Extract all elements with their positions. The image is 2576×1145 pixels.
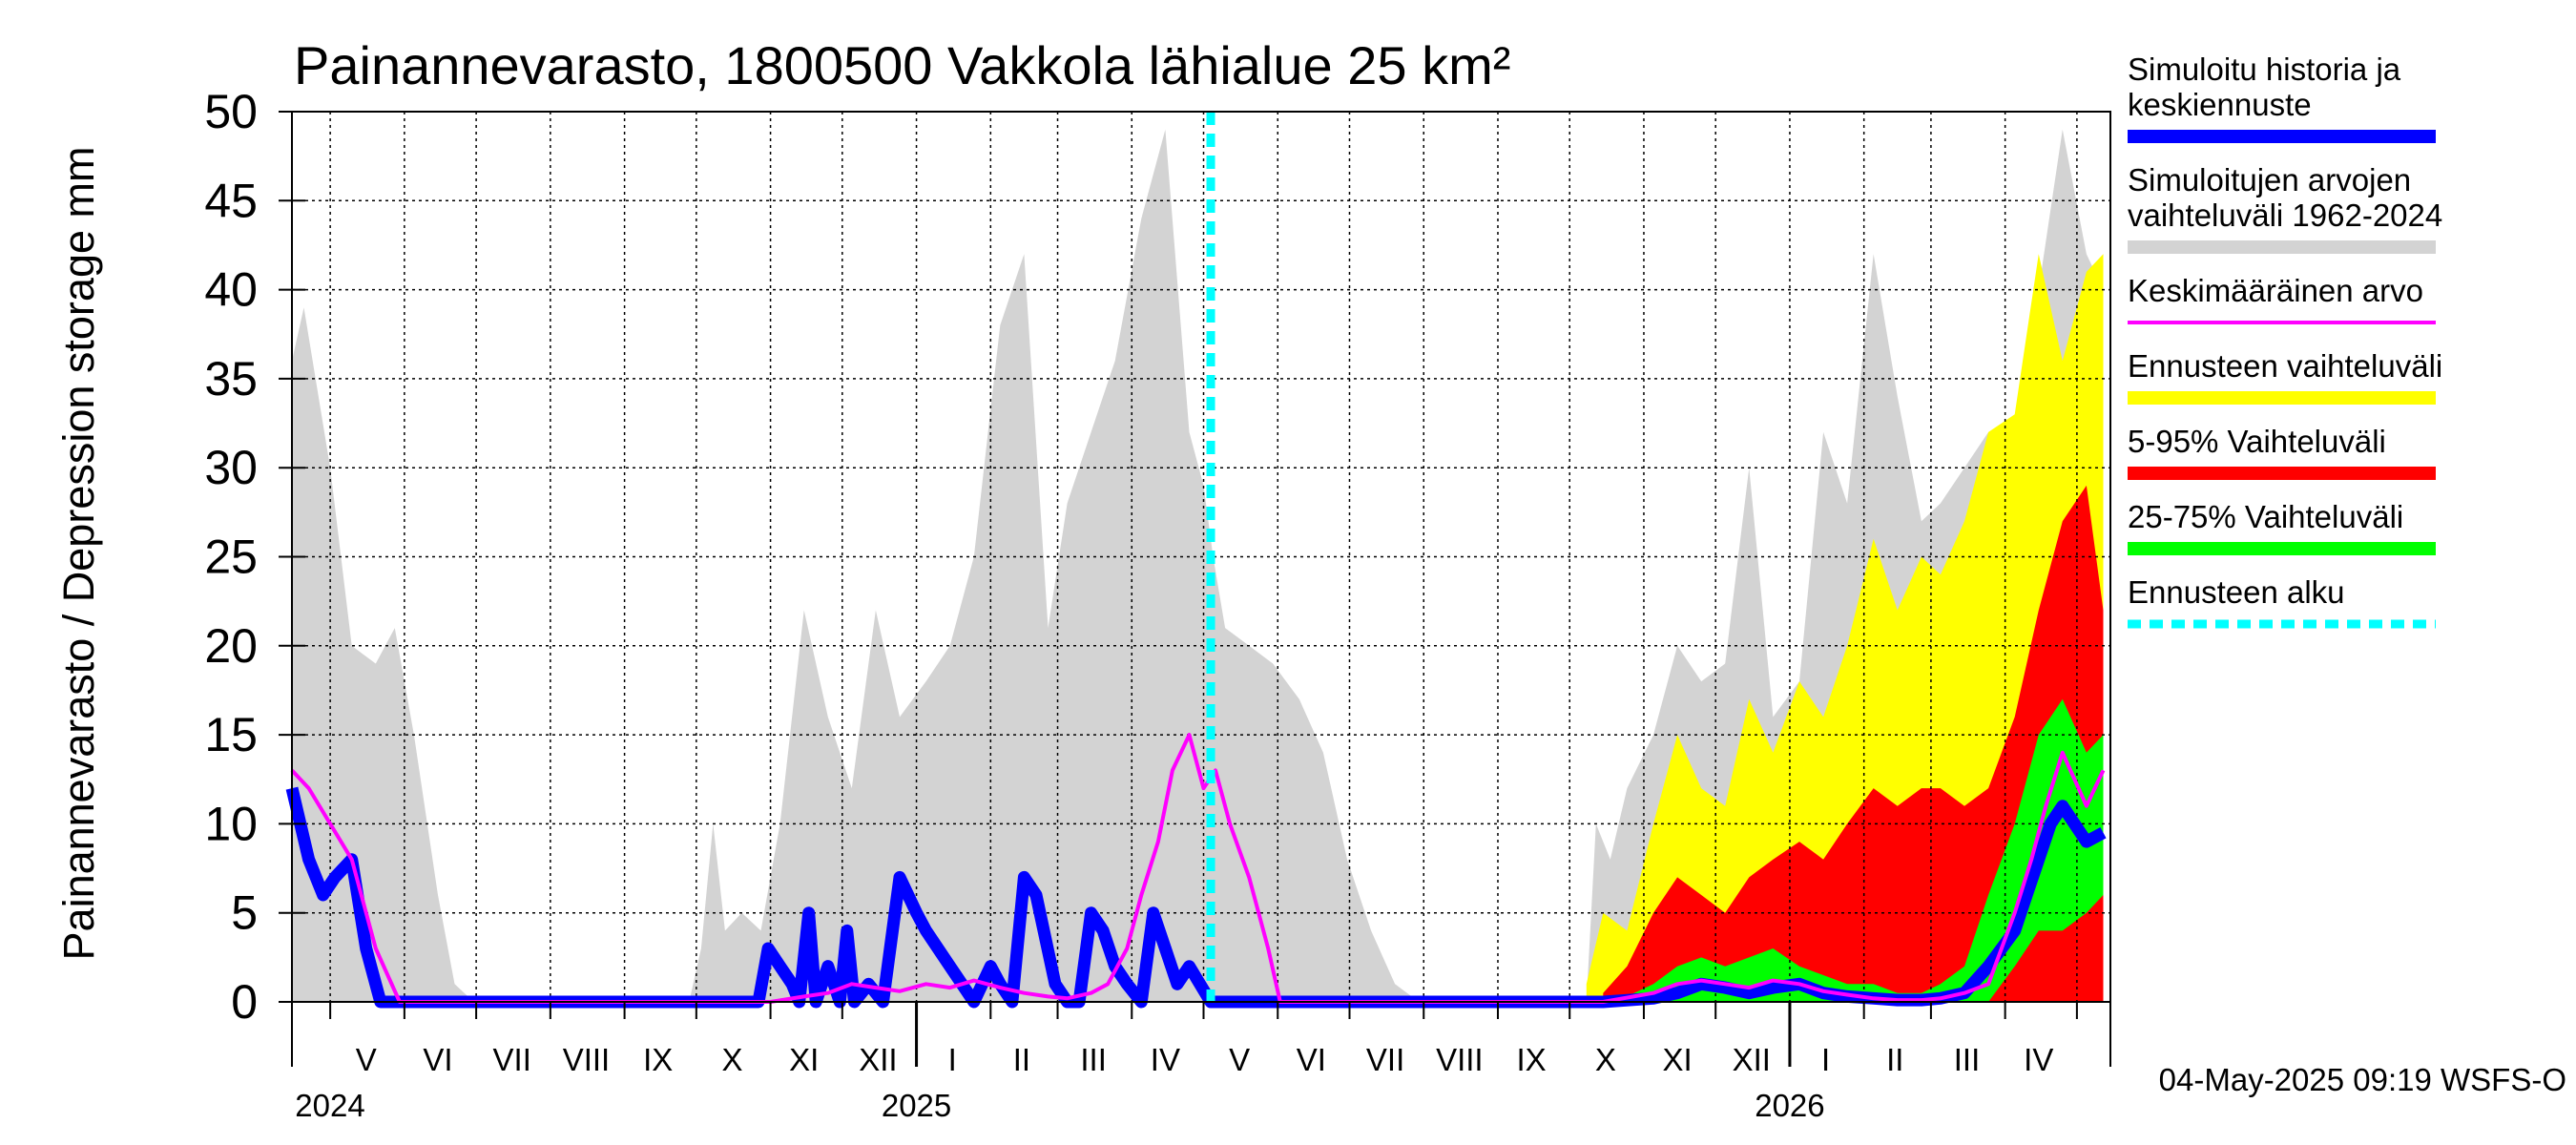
month-label: XII: [859, 1042, 897, 1077]
month-label: VIII: [563, 1042, 611, 1077]
month-label: IV: [1151, 1042, 1180, 1077]
y-axis-label: Painannevarasto / Depression storage mm: [54, 147, 103, 961]
legend-label: Keskimääräinen arvo: [2128, 273, 2423, 308]
year-label: 2024: [295, 1088, 364, 1123]
legend-label: vaihteluväli 1962-2024: [2128, 198, 2442, 233]
band-simuloitujen-arvojen-vaihteluvali-1962-2024: [292, 129, 2104, 1002]
legend-label: Ennusteen alku: [2128, 574, 2345, 610]
y-tick-label: 15: [204, 708, 258, 761]
chart-bands: [292, 129, 2104, 1002]
legend-label: Simuloitujen arvojen: [2128, 162, 2411, 198]
legend-label: Simuloitu historia ja: [2128, 52, 2401, 87]
year-label: 2026: [1755, 1088, 1824, 1123]
band-25-75-vaihteluvali: [1614, 698, 2104, 1002]
month-label: V: [1229, 1042, 1250, 1077]
month-label: I: [1821, 1042, 1830, 1077]
month-label: XII: [1733, 1042, 1771, 1077]
legend-label: Ennusteen vaihteluväli: [2128, 348, 2442, 384]
y-tick-label: 40: [204, 263, 258, 317]
x-axis-labels: V VI VII VIII IX X XI XII I II III IV V VI VII VIII IX X X…: [295, 1042, 2053, 1123]
y-tick-label: 20: [204, 619, 258, 673]
month-label: V: [356, 1042, 377, 1077]
month-label: VII: [493, 1042, 531, 1077]
y-tick-labels: 0 5 10 15 20 25 30 35 40 45 50: [204, 85, 258, 1029]
month-label: II: [1886, 1042, 1903, 1077]
month-label: VII: [1366, 1042, 1404, 1077]
legend-label: 25-75% Vaihteluväli: [2128, 499, 2403, 534]
y-tick-label: 25: [204, 531, 258, 584]
month-label: III: [1080, 1042, 1107, 1077]
y-tick-label: 45: [204, 174, 258, 227]
timestamp-footer: 04-May-2025 09:19 WSFS-O: [2159, 1062, 2566, 1097]
month-label: X: [721, 1042, 742, 1077]
month-label: X: [1595, 1042, 1616, 1077]
month-label: IV: [2024, 1042, 2053, 1077]
month-label: IX: [643, 1042, 673, 1077]
legend-label: keskiennuste: [2128, 87, 2312, 122]
chart-axes: [279, 111, 2111, 1067]
y-tick-label: 30: [204, 441, 258, 494]
month-label: VIII: [1436, 1042, 1484, 1077]
month-label: IX: [1516, 1042, 1546, 1077]
month-label: XI: [789, 1042, 819, 1077]
month-label: VI: [1297, 1042, 1326, 1077]
y-tick-label: 35: [204, 352, 258, 406]
month-label: XI: [1662, 1042, 1692, 1077]
band-5-95-vaihteluvali: [1603, 485, 2104, 1002]
month-label: VI: [423, 1042, 452, 1077]
month-label: I: [948, 1042, 957, 1077]
month-label: II: [1013, 1042, 1030, 1077]
legend-label: 5-95% Vaihteluväli: [2128, 424, 2386, 459]
line-keskimaarainen-arvo: [290, 733, 2106, 1004]
y-tick-label: 0: [231, 975, 258, 1029]
y-tick-label: 10: [204, 797, 258, 850]
month-label: III: [1954, 1042, 1981, 1077]
y-tick-label: 50: [204, 85, 258, 138]
year-label: 2025: [882, 1088, 951, 1123]
chart-title: Painannevarasto, 1800500 Vakkola lähialu…: [294, 35, 1510, 95]
chart-lines: [285, 733, 2107, 1009]
chart-grid: [292, 111, 2110, 1002]
y-tick-label: 5: [231, 886, 258, 940]
